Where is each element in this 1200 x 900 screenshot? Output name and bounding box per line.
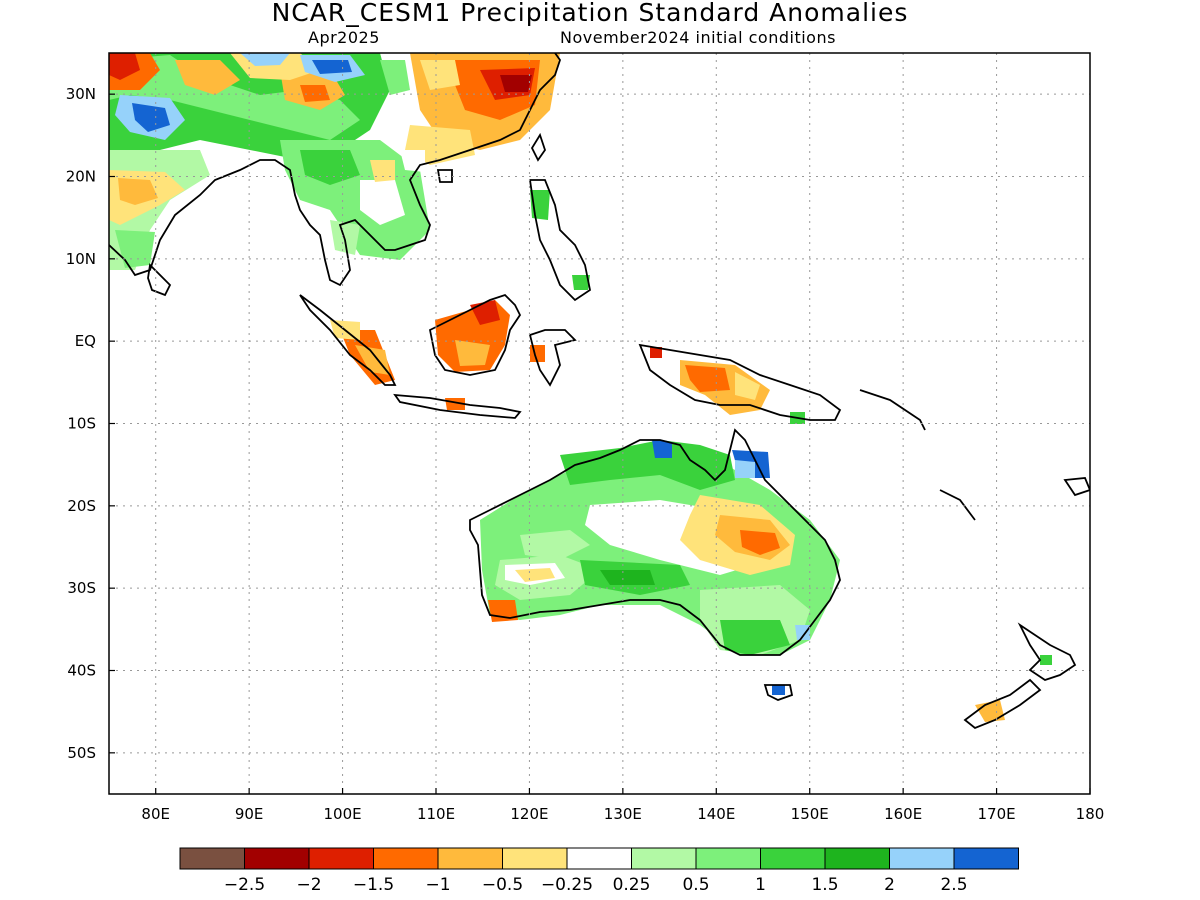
- coastlines: [109, 53, 1090, 730]
- colorbar-label: −1: [425, 875, 450, 895]
- colorbar-label: 0.5: [682, 875, 709, 895]
- colorbar: −2.5 −2 −1.5 −1 −0.5 −0.25 0.25 0.5 1 1.5 2 2.5: [179, 847, 1019, 895]
- colorbar-label: 1.5: [811, 875, 838, 895]
- lon-tick-label: 100E: [324, 805, 362, 823]
- map-title: NCAR_CESM1 Precipitation Standard Anomal…: [271, 0, 909, 27]
- colorbar-label: 0.25: [613, 875, 651, 895]
- colorbar-swatch: [437, 847, 503, 870]
- colorbar-swatch: [760, 847, 826, 870]
- longitude-axis: 80E 90E 100E 110E 120E 130E 140E 150E 160E 170E 18…: [141, 788, 1104, 823]
- lat-tick-label: 10N: [66, 250, 96, 268]
- lon-tick-label: 80E: [141, 805, 170, 823]
- colorbar-swatch: [244, 847, 310, 870]
- colorbar-swatch: [695, 847, 761, 870]
- lon-tick-label: 160E: [884, 805, 922, 823]
- colorbar-label: −0.5: [482, 875, 523, 895]
- colorbar-swatch: [889, 847, 955, 870]
- lat-tick-label: 20S: [67, 497, 96, 515]
- lon-tick-label: 120E: [510, 805, 548, 823]
- latitude-axis: 30N 20N 10N EQ 10S 20S 30S 40S 50S: [66, 85, 115, 762]
- colorbar-swatch: [631, 847, 697, 870]
- lat-tick-label: EQ: [75, 332, 96, 350]
- lon-tick-label: 90E: [235, 805, 264, 823]
- grid-lines: [109, 53, 1090, 794]
- lon-tick-label: 180: [1076, 805, 1105, 823]
- lat-tick-label: 30S: [67, 579, 96, 597]
- colorbar-swatch: [308, 847, 374, 870]
- valid-month: Apr2025: [308, 28, 380, 47]
- colorbar-swatch: [566, 847, 632, 870]
- colorbar-swatch: [373, 847, 439, 870]
- colorbar-swatch: [953, 847, 1019, 870]
- lat-tick-label: 20N: [66, 168, 96, 186]
- lon-tick-label: 140E: [697, 805, 735, 823]
- lat-tick-label: 40S: [67, 662, 96, 680]
- colorbar-label: −1.5: [353, 875, 394, 895]
- lat-tick-label: 50S: [67, 744, 96, 762]
- lat-tick-label: 30N: [66, 85, 96, 103]
- colorbar-label: −2: [296, 875, 321, 895]
- lat-tick-label: 10S: [67, 415, 96, 433]
- lon-tick-label: 150E: [791, 805, 829, 823]
- colorbar-label: 2.5: [940, 875, 967, 895]
- colorbar-swatch: [824, 847, 890, 870]
- colorbar-label: −0.25: [541, 875, 593, 895]
- colorbar-label: −2.5: [224, 875, 265, 895]
- colorbar-swatch: [179, 847, 245, 870]
- init-conditions: November2024 initial conditions: [560, 28, 836, 47]
- colorbar-swatch: [502, 847, 568, 870]
- colorbar-label: 1: [755, 875, 766, 895]
- lon-tick-label: 110E: [417, 805, 455, 823]
- lon-tick-label: 130E: [604, 805, 642, 823]
- colorbar-label: 2: [884, 875, 895, 895]
- anomaly-shading: [109, 53, 1052, 722]
- lon-tick-label: 170E: [978, 805, 1016, 823]
